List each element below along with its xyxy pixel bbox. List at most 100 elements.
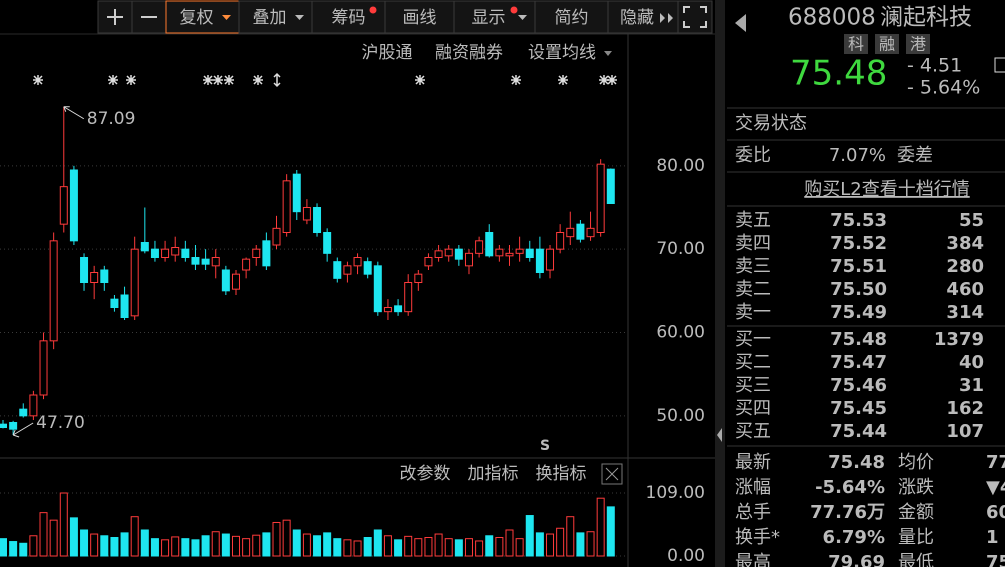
book-qty: 107	[946, 421, 984, 442]
volume-bar	[546, 533, 555, 557]
volume-bar	[373, 529, 382, 557]
book-label: 卖一	[735, 302, 771, 323]
back-arrow[interactable]	[735, 14, 746, 32]
stat-label: 量比	[898, 527, 934, 548]
volume-bar	[100, 535, 109, 557]
candle-body	[556, 232, 565, 250]
tool[interactable]: 换指标	[536, 464, 587, 484]
volume-bar	[394, 539, 403, 557]
candle-body	[252, 248, 261, 259]
stat-value: 75.48	[828, 452, 885, 473]
link[interactable]: 融资融券	[435, 43, 503, 63]
candle-body	[0, 423, 7, 428]
toolbar-button[interactable]	[534, 0, 609, 34]
volume-bar	[80, 529, 89, 557]
book-qty: 31	[959, 375, 984, 396]
candle-body	[434, 250, 443, 258]
book-price: 75.51	[830, 256, 887, 277]
stat-label: 最低	[898, 552, 934, 567]
book-label: 买五	[735, 421, 771, 442]
book-qty: 55	[959, 210, 984, 231]
book-qty: 384	[946, 233, 984, 254]
volume-bar	[130, 516, 139, 557]
change-pct: - 5.64%	[907, 77, 980, 99]
candle-body	[343, 265, 352, 275]
book-label: 卖三	[735, 256, 771, 277]
candle-body	[242, 258, 251, 271]
volume-bar	[292, 529, 301, 557]
book-price: 75.50	[830, 279, 887, 300]
volume-bar	[353, 540, 362, 557]
link[interactable]: 设置均线	[528, 43, 596, 63]
panel-toggle[interactable]	[994, 57, 1005, 73]
volume-bar	[424, 537, 433, 557]
candle-body	[262, 240, 271, 267]
candle-body	[454, 248, 463, 260]
toolbar-button[interactable]	[311, 0, 386, 34]
book-price: 75.52	[830, 233, 887, 254]
volume-bar	[414, 538, 423, 557]
volume-bar	[485, 535, 494, 557]
label: 交易状态	[735, 113, 807, 134]
toolbar-label: 显示	[472, 8, 506, 28]
candle-body	[120, 294, 129, 318]
tool[interactable]: 改参数	[400, 464, 451, 484]
book-label: 买四	[735, 398, 771, 419]
book-label: 卖二	[735, 279, 771, 300]
stat-label: 最新	[735, 452, 771, 473]
candle-body	[546, 248, 555, 271]
book-label: 买二	[735, 352, 771, 373]
link[interactable]: 沪股通	[362, 43, 413, 63]
tag	[875, 34, 899, 54]
dropdown-caret	[604, 51, 612, 56]
close-button[interactable]	[601, 463, 623, 485]
candle-body	[231, 273, 240, 290]
badge-dot	[369, 6, 377, 14]
tag-label: 科	[848, 35, 864, 54]
l2-link[interactable]: 购买L2查看十档行情	[804, 179, 969, 200]
splitter[interactable]	[715, 0, 725, 567]
candle-body	[464, 252, 473, 267]
volume-bar	[201, 535, 210, 557]
candle-body	[525, 248, 534, 259]
candle-body	[90, 272, 99, 283]
candle-body	[606, 168, 615, 205]
tag-label: 港	[910, 35, 926, 54]
candle-body	[140, 242, 149, 252]
event-marker	[415, 75, 425, 85]
toolbar-button[interactable]	[384, 0, 455, 34]
volume-bar	[59, 492, 68, 557]
volume-bar	[171, 536, 180, 557]
change: - 4.51	[907, 55, 962, 77]
tool[interactable]: 加指标	[468, 464, 519, 484]
candle-body	[19, 408, 28, 417]
splitter-arrow	[717, 428, 722, 442]
book-label: 卖四	[735, 233, 771, 254]
event-marker	[511, 75, 521, 85]
volume-bar	[231, 535, 240, 557]
label: 委比	[735, 145, 771, 166]
stat-label: 最高	[735, 552, 771, 567]
candle-body	[201, 258, 210, 265]
volume-bar	[252, 534, 261, 557]
candle-body	[363, 261, 372, 275]
tag	[844, 34, 868, 54]
candle-body	[586, 227, 595, 238]
y-tick-label: 0.00	[667, 546, 705, 566]
tag-label: 融	[879, 35, 895, 54]
book-label: 卖五	[735, 210, 771, 231]
stat-value: 79.69	[828, 552, 885, 567]
candle-body	[373, 265, 382, 313]
volume-bar	[333, 538, 342, 557]
toolbar-label: 画线	[403, 8, 437, 28]
candle-body	[150, 248, 159, 259]
toolbar-button[interactable]	[607, 0, 679, 34]
annotation-label: 87.09	[87, 109, 136, 129]
event-marker	[108, 75, 118, 85]
label: 委差	[897, 145, 933, 166]
candle-body	[323, 232, 332, 254]
candle-body	[535, 248, 544, 274]
book-price: 75.45	[830, 398, 887, 419]
fullscreen-button[interactable]	[677, 0, 713, 34]
